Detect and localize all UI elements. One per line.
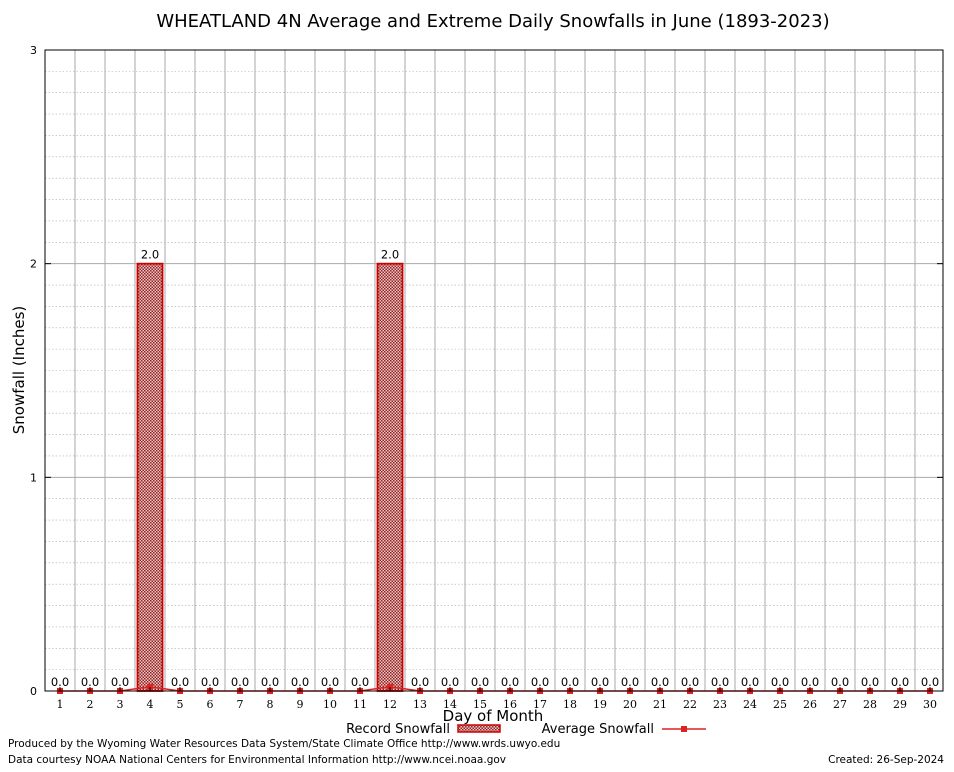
x-axis-label: Day of Month — [443, 707, 544, 725]
bar-value-label: 0.0 — [201, 675, 219, 689]
x-tick-label: 24 — [743, 698, 757, 711]
bar-value-label: 0.0 — [81, 675, 99, 689]
bar-value-label: 0.0 — [801, 675, 819, 689]
x-tick-label: 11 — [353, 698, 367, 711]
y-tick-label: 3 — [30, 44, 37, 57]
x-tick-label: 2 — [87, 698, 94, 711]
x-tick-label: 4 — [147, 698, 154, 711]
bar-value-label: 2.0 — [141, 248, 159, 262]
x-tick-label: 29 — [893, 698, 907, 711]
bar-value-label: 0.0 — [471, 675, 489, 689]
x-tick-label: 8 — [267, 698, 274, 711]
x-tick-label: 28 — [863, 698, 877, 711]
y-tick-label: 0 — [30, 685, 37, 698]
bar-value-label: 0.0 — [591, 675, 609, 689]
x-tick-label: 25 — [773, 698, 787, 711]
bar-value-label: 0.0 — [561, 675, 579, 689]
average-point — [387, 683, 393, 690]
bar-value-label: 0.0 — [831, 675, 849, 689]
bar-value-label: 0.0 — [891, 675, 909, 689]
created-date: Created: 26-Sep-2024 — [828, 754, 944, 766]
x-tick-label: 19 — [593, 698, 607, 711]
credit-line-1: Produced by the Wyoming Water Resources … — [8, 738, 560, 750]
x-tick-label: 23 — [713, 698, 727, 711]
bar-value-label: 0.0 — [321, 675, 339, 689]
y-axis-label: Snowfall (Inches) — [10, 306, 28, 434]
bar-value-label: 0.0 — [411, 675, 429, 689]
x-tick-label: 16 — [503, 698, 517, 711]
record-bar — [136, 262, 164, 692]
x-tick-label: 18 — [563, 698, 577, 711]
x-tick-label: 12 — [383, 698, 397, 711]
y-tick-label: 2 — [30, 258, 37, 271]
x-tick-label: 6 — [207, 698, 214, 711]
bar-value-label: 0.0 — [921, 675, 939, 689]
x-tick-label: 5 — [177, 698, 184, 711]
legend-label-average: Average Snowfall — [542, 722, 654, 737]
bar-value-label: 0.0 — [171, 675, 189, 689]
x-tick-label: 10 — [323, 698, 337, 711]
bar-value-label: 0.0 — [861, 675, 879, 689]
x-tick-label: 14 — [443, 698, 457, 711]
legend-swatch-record — [457, 724, 501, 733]
x-tick-label: 27 — [833, 698, 847, 711]
x-tick-label: 21 — [653, 698, 667, 711]
plot-frame — [44, 49, 944, 692]
bar-value-label: 0.0 — [291, 675, 309, 689]
legend: Record Snowfall Average Snowfall — [346, 722, 706, 737]
bar-value-label: 0.0 — [351, 675, 369, 689]
credit-line-2: Data courtesy NOAA National Centers for … — [8, 754, 506, 766]
bar-value-label: 0.0 — [741, 675, 759, 689]
x-tick-label: 26 — [803, 698, 817, 711]
legend-label-record: Record Snowfall — [346, 722, 450, 737]
x-tick-label: 17 — [533, 698, 547, 711]
bar-value-label: 0.0 — [651, 675, 669, 689]
x-tick-label: 9 — [297, 698, 304, 711]
record-bar — [376, 262, 404, 692]
bar-value-label: 0.0 — [681, 675, 699, 689]
bar-value-label: 0.0 — [711, 675, 729, 689]
chart-title: WHEATLAND 4N Average and Extreme Daily S… — [156, 11, 829, 32]
bar-value-label: 0.0 — [51, 675, 69, 689]
x-tick-label: 3 — [117, 698, 124, 711]
x-tick-label: 13 — [413, 698, 427, 711]
legend-marker-average — [681, 726, 687, 732]
bar-value-label: 0.0 — [261, 675, 279, 689]
record-bars — [136, 262, 404, 692]
bar-value-label: 2.0 — [381, 248, 399, 262]
data-labels: 0.0 0.0 0.0 2.0 0.0 0.0 0.0 0.0 0.0 0.0 0.0 2.0 0.0 0… — [51, 248, 939, 689]
y-tick-label: 1 — [30, 471, 37, 484]
average-point — [147, 683, 153, 690]
bar-value-label: 0.0 — [231, 675, 249, 689]
x-tick-label: 30 — [923, 698, 937, 711]
bar-value-label: 0.0 — [441, 675, 459, 689]
bar-value-label: 0.0 — [111, 675, 129, 689]
x-tick-label: 7 — [237, 698, 244, 711]
bar-value-label: 0.0 — [771, 675, 789, 689]
x-tick-label: 20 — [623, 698, 637, 711]
x-tick-label: 1 — [57, 698, 64, 711]
bar-value-label: 0.0 — [531, 675, 549, 689]
bar-value-label: 0.0 — [621, 675, 639, 689]
x-tick-label: 22 — [683, 698, 697, 711]
x-tick-label: 15 — [473, 698, 487, 711]
bar-value-label: 0.0 — [501, 675, 519, 689]
grid-lines — [45, 50, 943, 691]
